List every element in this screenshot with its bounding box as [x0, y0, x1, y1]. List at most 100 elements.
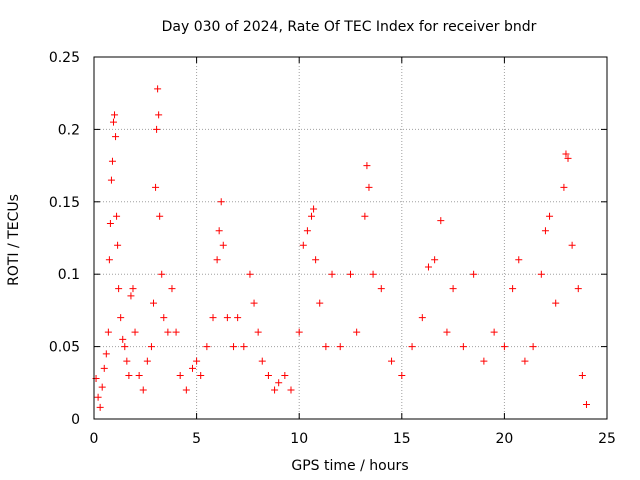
data-point — [275, 379, 283, 387]
data-point — [316, 299, 324, 307]
data-point — [139, 386, 147, 394]
data-point — [155, 111, 163, 119]
data-point — [117, 314, 125, 322]
y-tick-label: 0.15 — [49, 195, 80, 211]
data-point — [112, 133, 120, 141]
data-point — [158, 270, 166, 278]
data-point — [480, 357, 488, 365]
data-point — [113, 212, 121, 220]
data-point — [490, 328, 498, 336]
y-tick-label: 0.05 — [49, 340, 80, 356]
x-tick-label: 0 — [90, 431, 99, 447]
data-point — [418, 314, 426, 322]
data-point — [312, 256, 320, 264]
data-point — [230, 343, 238, 351]
data-point — [353, 328, 361, 336]
data-point — [308, 212, 316, 220]
data-point — [377, 285, 385, 293]
data-point — [114, 241, 122, 249]
data-point — [449, 285, 457, 293]
data-point — [102, 350, 110, 358]
grid — [94, 57, 607, 419]
data-point — [529, 343, 537, 351]
data-point — [246, 270, 254, 278]
data-point — [564, 154, 572, 162]
y-tick-labels: 0 0.05 0.1 0.15 0.2 0.25 — [49, 50, 80, 428]
data-point — [310, 205, 318, 213]
data-point — [107, 176, 115, 184]
data-points — [92, 85, 590, 411]
data-point — [562, 150, 570, 158]
data-point — [250, 299, 258, 307]
data-point — [188, 364, 196, 372]
data-point — [182, 386, 190, 394]
data-point — [388, 357, 396, 365]
data-point — [240, 343, 248, 351]
data-point — [123, 357, 131, 365]
x-tick-label: 5 — [192, 431, 201, 447]
y-axis-label: ROTI / TECUs — [6, 194, 22, 286]
data-point — [96, 403, 104, 411]
data-point — [568, 241, 576, 249]
data-point — [109, 118, 117, 126]
data-point — [303, 227, 311, 235]
axis-ticks — [93, 56, 608, 420]
data-point — [546, 212, 554, 220]
data-point — [143, 357, 151, 365]
data-point — [328, 270, 336, 278]
data-point — [398, 372, 406, 380]
data-point — [271, 386, 279, 394]
data-point — [281, 372, 289, 380]
data-point — [578, 372, 586, 380]
data-point — [443, 328, 451, 336]
x-tick-label: 15 — [393, 431, 411, 447]
data-point — [156, 212, 164, 220]
data-point — [234, 314, 242, 322]
data-point — [365, 183, 373, 191]
y-tick-label: 0.1 — [58, 267, 80, 283]
data-point — [111, 111, 119, 119]
data-point — [521, 357, 529, 365]
data-point — [254, 328, 262, 336]
data-point — [299, 241, 307, 249]
data-point — [408, 343, 416, 351]
data-point — [129, 285, 137, 293]
data-point — [168, 285, 176, 293]
data-point — [209, 314, 217, 322]
data-point — [515, 256, 523, 264]
data-point — [104, 328, 112, 336]
data-point — [176, 372, 184, 380]
x-tick-labels: 0 5 10 15 20 25 — [90, 431, 616, 447]
data-point — [322, 343, 330, 351]
data-point — [223, 314, 231, 322]
data-point — [470, 270, 478, 278]
data-point — [560, 183, 568, 191]
data-point — [541, 227, 549, 235]
data-point — [215, 227, 223, 235]
x-tick-label: 10 — [290, 431, 308, 447]
data-point — [160, 314, 168, 322]
data-point — [537, 270, 545, 278]
data-point — [431, 256, 439, 264]
data-point — [94, 393, 102, 401]
data-point — [98, 383, 106, 391]
data-point — [203, 343, 211, 351]
data-point — [347, 270, 354, 278]
data-point — [147, 343, 155, 351]
data-point — [258, 357, 266, 365]
data-point — [217, 198, 225, 206]
data-point — [582, 401, 590, 409]
data-point — [131, 328, 139, 336]
data-point — [500, 343, 508, 351]
data-point — [424, 263, 432, 271]
data-point — [287, 386, 295, 394]
data-point — [164, 328, 172, 336]
data-point — [115, 285, 123, 293]
data-point — [152, 183, 160, 191]
x-axis-label: GPS time / hours — [291, 458, 408, 474]
data-point — [197, 372, 205, 380]
data-point — [361, 212, 369, 220]
chart-title: Day 030 of 2024, Rate Of TEC Index for r… — [162, 19, 537, 35]
data-point — [150, 299, 158, 307]
